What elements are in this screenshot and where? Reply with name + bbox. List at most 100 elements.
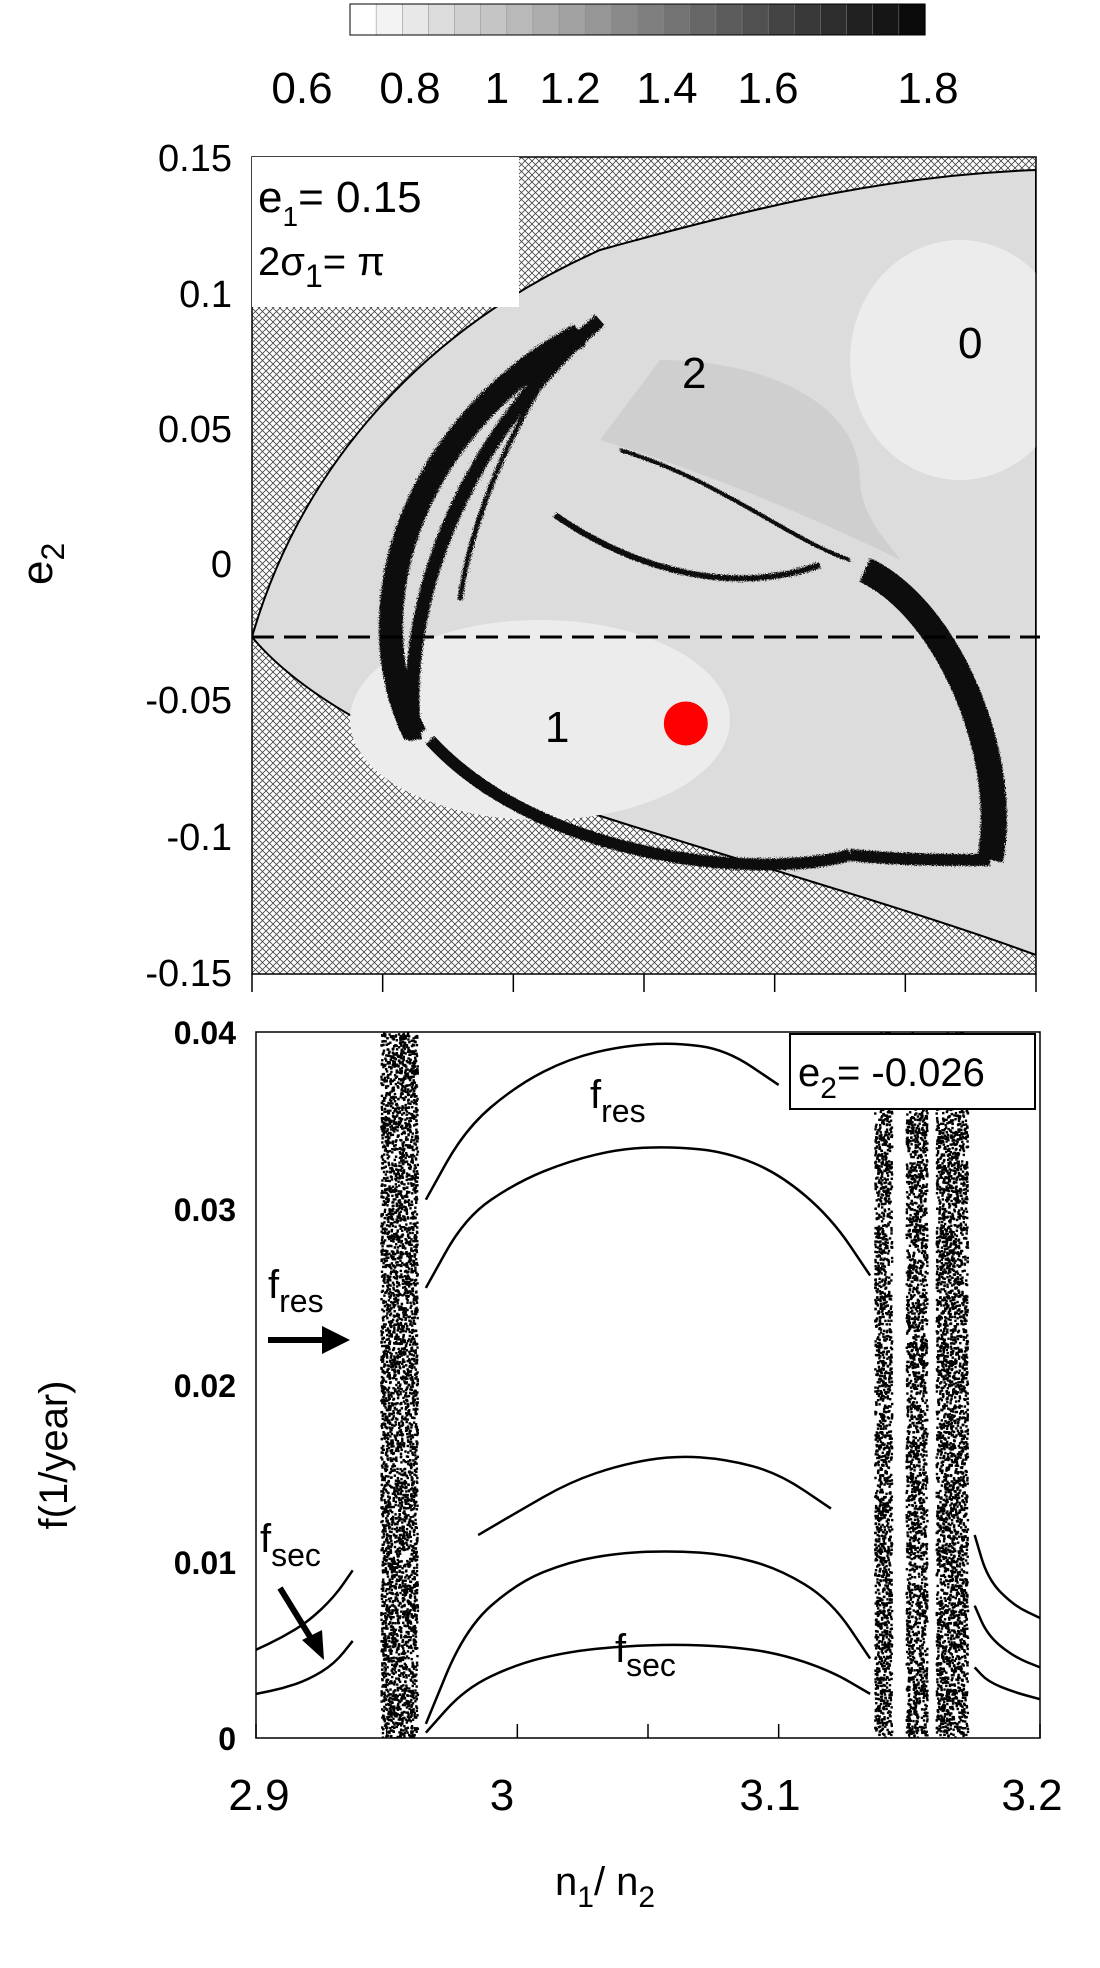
- chaotic-point: [413, 1503, 416, 1506]
- chaotic-point: [409, 1689, 412, 1693]
- chaotic-point: [399, 1518, 403, 1521]
- chaotic-point: [405, 1289, 408, 1292]
- chaotic-point: [393, 1232, 396, 1236]
- chaotic-point: [874, 1462, 878, 1465]
- chaotic-point: [380, 1155, 384, 1159]
- chaotic-point: [415, 1402, 418, 1406]
- chaotic-point: [416, 1150, 420, 1153]
- chaotic-point: [397, 1604, 401, 1607]
- chaotic-point: [404, 1481, 408, 1484]
- chaotic-point: [882, 1737, 885, 1738]
- chaotic-point: [384, 1618, 388, 1622]
- chaotic-point: [406, 1308, 409, 1312]
- chaotic-point: [391, 1189, 395, 1192]
- chaotic-point: [392, 1235, 396, 1238]
- chaotic-point: [414, 1716, 417, 1719]
- chaotic-point: [414, 1547, 418, 1550]
- chaotic-point: [401, 1085, 405, 1088]
- chaotic-point: [397, 1553, 400, 1556]
- chaotic-point: [383, 1145, 387, 1148]
- chaotic-point: [380, 1333, 383, 1337]
- chaotic-point: [400, 1050, 403, 1053]
- chaotic-point: [397, 1586, 401, 1589]
- chaotic-point: [388, 1209, 391, 1212]
- chaotic-point: [409, 1464, 413, 1468]
- chaotic-point: [381, 1040, 384, 1043]
- chaotic-point: [399, 1728, 403, 1731]
- chaotic-point: [383, 1498, 386, 1502]
- chaotic-point: [415, 1372, 419, 1375]
- colorbar-tick: 1: [485, 64, 509, 113]
- chaotic-point: [878, 1622, 881, 1626]
- y-tick: 0: [211, 544, 232, 586]
- chaotic-point: [411, 1665, 414, 1668]
- chaotic-point: [412, 1215, 416, 1219]
- chaotic-point: [385, 1533, 389, 1536]
- chaotic-point: [399, 1467, 402, 1471]
- chaotic-point: [889, 1458, 893, 1461]
- chaotic-point: [402, 1442, 405, 1445]
- chaotic-point: [386, 1509, 389, 1513]
- chaotic-point: [876, 1456, 879, 1460]
- chaotic-point: [881, 1315, 884, 1318]
- chaotic-point: [405, 1589, 409, 1593]
- chaotic-point: [386, 1666, 389, 1669]
- chaotic-point: [391, 1185, 395, 1188]
- chaotic-point: [401, 1166, 404, 1170]
- chaotic-point: [408, 1155, 411, 1159]
- chaotic-point: [414, 1223, 417, 1226]
- chaotic-point: [394, 1540, 397, 1544]
- chaotic-point: [402, 1597, 405, 1600]
- chaotic-point: [392, 1283, 396, 1286]
- chaotic-point: [400, 1610, 403, 1613]
- chaotic-point: [414, 1635, 418, 1638]
- chaotic-point: [882, 1214, 886, 1217]
- chaotic-point: [397, 1529, 400, 1532]
- chaotic-point: [888, 1192, 892, 1195]
- chaotic-point: [380, 1330, 383, 1333]
- chaotic-point: [396, 1621, 400, 1625]
- chaotic-point: [401, 1153, 404, 1157]
- chaotic-point: [413, 1697, 416, 1700]
- chaotic-point: [887, 1356, 891, 1359]
- chaotic-point: [408, 1226, 411, 1230]
- chaotic-point: [400, 1473, 403, 1476]
- chaotic-point: [400, 1431, 403, 1434]
- chaotic-point: [381, 1417, 384, 1420]
- chaotic-point: [393, 1328, 396, 1332]
- chaotic-point: [393, 1110, 396, 1113]
- chaotic-point: [388, 1659, 391, 1662]
- chaotic-point: [875, 1403, 878, 1406]
- chaotic-point: [406, 1355, 409, 1358]
- chaotic-point: [405, 1193, 408, 1197]
- chaotic-point: [387, 1480, 390, 1483]
- chaotic-point: [877, 1192, 880, 1195]
- chaotic-point: [391, 1151, 394, 1154]
- chaotic-point: [413, 1124, 416, 1127]
- chaotic-point: [393, 1359, 397, 1362]
- chaotic-point: [396, 1547, 400, 1551]
- chaotic-point: [874, 1669, 877, 1672]
- chaotic-point: [383, 1166, 386, 1169]
- chaotic-point: [890, 1161, 893, 1164]
- chaotic-point: [383, 1352, 386, 1355]
- chaotic-point: [406, 1535, 409, 1538]
- chaotic-point: [407, 1035, 411, 1038]
- region-2-shade: [600, 360, 900, 560]
- chaotic-point: [395, 1319, 399, 1323]
- chaotic-point: [394, 1695, 397, 1698]
- chaotic-point: [413, 1679, 416, 1682]
- chaotic-point: [385, 1688, 389, 1692]
- chaotic-point: [876, 1671, 879, 1675]
- chaotic-point: [380, 1214, 383, 1218]
- chaotic-point: [409, 1580, 413, 1584]
- chaotic-point: [390, 1120, 393, 1124]
- chaotic-point: [392, 1737, 396, 1738]
- chaotic-point: [399, 1293, 402, 1296]
- chaotic-point: [393, 1373, 396, 1376]
- chaotic-point: [886, 1549, 890, 1552]
- chaotic-point: [402, 1529, 405, 1533]
- chaotic-point: [390, 1443, 394, 1447]
- chaotic-point: [397, 1442, 401, 1446]
- chaotic-point: [389, 1583, 392, 1586]
